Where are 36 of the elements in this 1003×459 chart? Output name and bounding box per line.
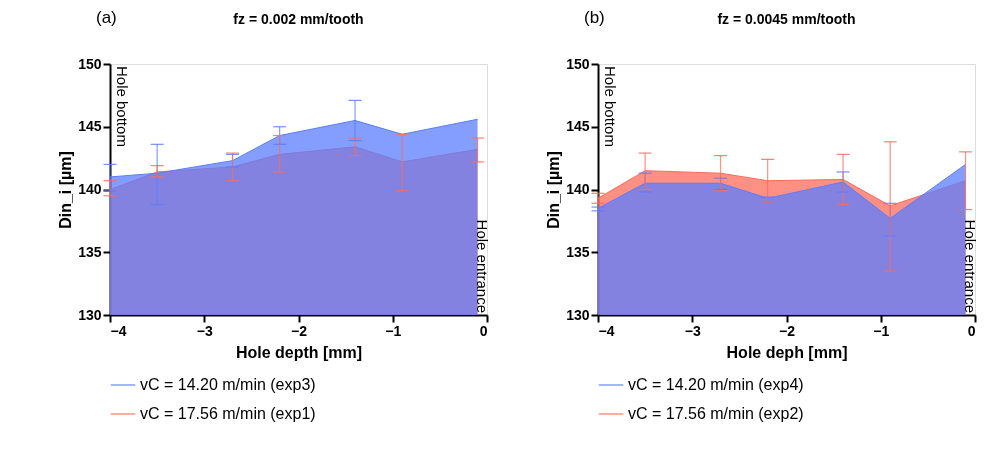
y-tick-label: 150 <box>566 55 590 72</box>
x-tick-label: −4 <box>110 322 127 339</box>
legend-label: vC = 17.56 m/min (exp2) <box>628 405 804 422</box>
chart-title: fz = 0.0045 mm/tooth <box>717 11 856 27</box>
legend-label: vC = 17.56 m/min (exp1) <box>140 405 316 422</box>
y-tick-label: 135 <box>566 243 590 260</box>
x-tick-label: −1 <box>873 322 890 339</box>
chart-title: fz = 0.002 mm/tooth <box>233 11 364 27</box>
x-tick-label: 0 <box>967 322 976 339</box>
x-tick-label: −1 <box>385 322 402 339</box>
x-tick-label: −4 <box>598 322 615 339</box>
y-axis-title: Din_i [µm] <box>545 151 563 229</box>
legend-label: vC = 14.20 m/min (exp3) <box>140 376 316 393</box>
y-tick-label: 140 <box>566 181 590 197</box>
legend-label: vC = 14.20 m/min (exp4) <box>628 376 804 393</box>
x-tick-label: 0 <box>479 322 488 339</box>
y-axis-title: Din_i [µm] <box>57 151 75 229</box>
text: (a) <box>96 8 117 27</box>
x-axis-title: Hole deph [mm] <box>726 343 848 361</box>
x-tick-label: −3 <box>684 322 701 339</box>
y-tick-label: 145 <box>566 118 590 135</box>
y-tick-label: 130 <box>566 306 590 323</box>
annotation: Hole bottom <box>602 66 619 147</box>
annotation: Hole entrance <box>474 219 491 313</box>
x-tick-label: −2 <box>291 322 308 339</box>
x-axis-title: Hole depth [mm] <box>235 343 363 361</box>
x-tick-label: −3 <box>196 322 213 339</box>
y-tick-label: 130 <box>78 306 102 323</box>
annotation: Hole entrance <box>962 219 979 313</box>
y-tick-label: 150 <box>78 55 102 72</box>
y-tick-label: 135 <box>78 243 102 260</box>
y-tick-label: 145 <box>78 118 102 135</box>
y-tick-label: 140 <box>78 181 102 197</box>
x-tick-label: −2 <box>779 322 796 339</box>
text: (b) <box>584 8 605 27</box>
annotation: Hole bottom <box>114 66 131 147</box>
